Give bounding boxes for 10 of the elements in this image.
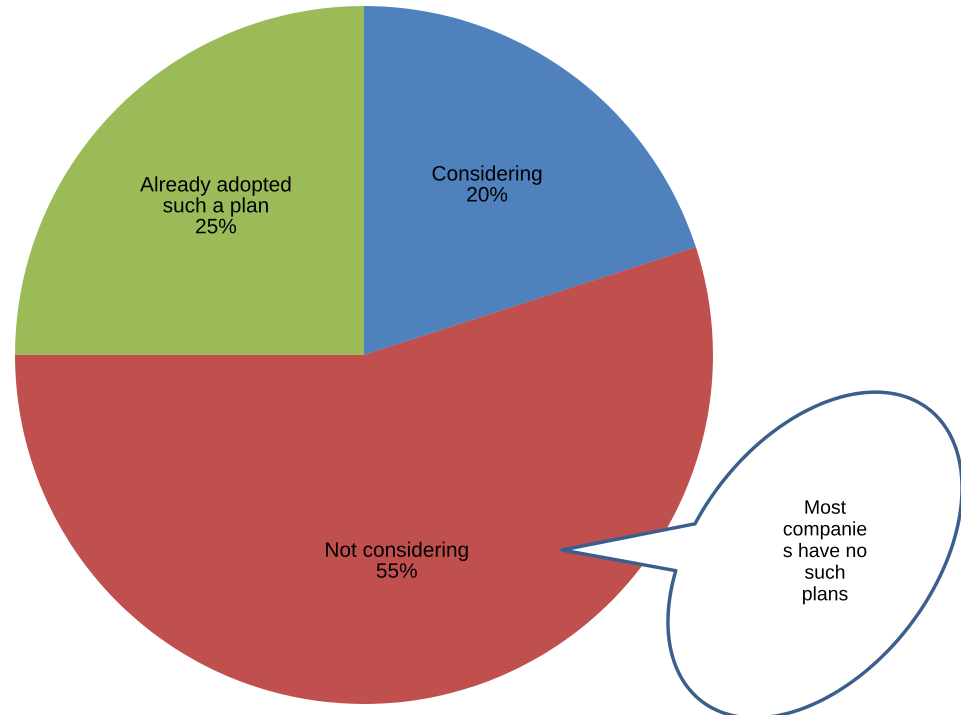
data-label: 25%	[196, 218, 236, 234]
slice-label: Not considering	[326, 542, 468, 562]
slice-label: Already adopted such a plan	[140, 176, 290, 217]
slice-label: Considering	[432, 165, 542, 185]
pie-slice	[15, 247, 713, 704]
pie-slice	[15, 6, 364, 355]
pie-slice	[364, 6, 696, 355]
data-label: 20%	[467, 186, 508, 202]
data-label: 55%	[376, 563, 417, 578]
text: Most companie s have no such plans	[783, 500, 866, 604]
